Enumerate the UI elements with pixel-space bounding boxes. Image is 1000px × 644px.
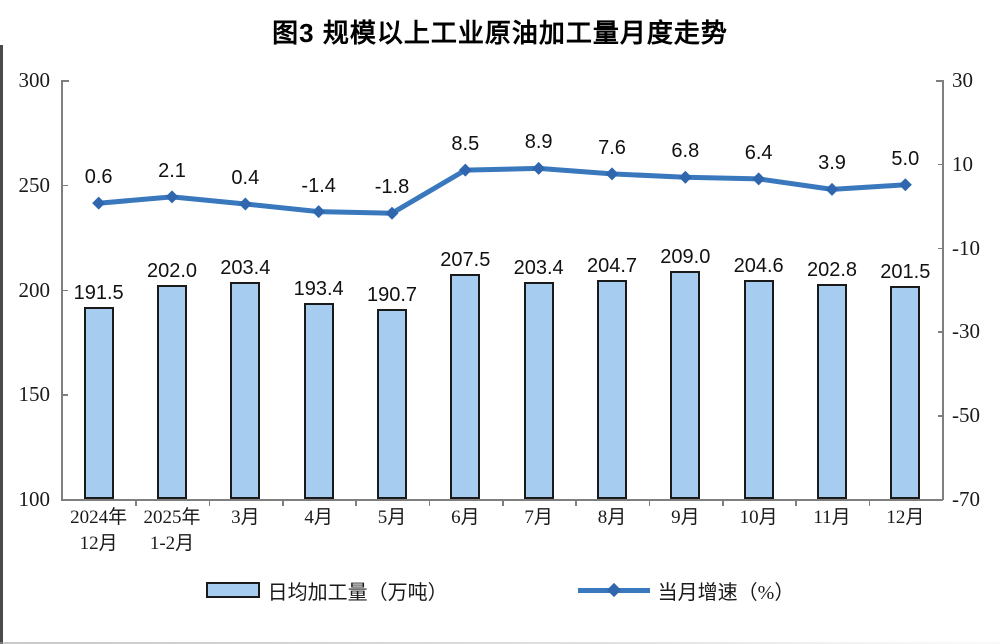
bar-value-label: 190.7 [366, 283, 418, 306]
bar [377, 308, 407, 499]
bar [157, 285, 187, 499]
bar [303, 303, 334, 499]
line-value-label: 5.0 [891, 147, 920, 170]
bar-value-label: 207.5 [440, 248, 491, 271]
bar-value-label: 203.4 [513, 257, 564, 280]
bar-series-swatch-icon [205, 582, 260, 598]
right-axis-tick [938, 247, 944, 250]
x-axis-tick [502, 500, 504, 506]
legend-label-bar: 日均加工量（万吨） [267, 581, 448, 604]
legend-item-line: 当月增速（%） [577, 576, 795, 605]
left-axis-top-tick [62, 80, 69, 82]
x-axis-tick [795, 500, 797, 506]
diamond-marker-icon [606, 582, 621, 597]
bar [450, 273, 481, 499]
line-value-label: 6.4 [744, 141, 773, 164]
left-axis-tick-label: 300 [18, 68, 51, 92]
bar-value-label: 201.5 [880, 261, 931, 284]
x-axis-tick [282, 500, 284, 506]
line-series-swatch-icon [577, 582, 650, 597]
right-axis-tick-label: -50 [952, 403, 980, 428]
x-axis-tick [208, 500, 211, 506]
bar-value-label: 209.0 [660, 245, 711, 268]
legend: 日均加工量（万吨） 当月增速（%） [0, 574, 1000, 606]
legend-label-line: 当月增速（%） [657, 581, 795, 604]
x-category-label: 4月 [304, 507, 333, 528]
x-category-label: 7月 [524, 507, 553, 528]
right-axis-tick-label: 10 [952, 151, 973, 176]
line-value-label: -1.8 [374, 176, 410, 199]
bar [523, 282, 554, 499]
x-category-label: 6月 [451, 507, 480, 528]
x-category-label: 5月 [377, 507, 407, 528]
cropped-text-remnant [0, 641, 1000, 644]
bar-value-label: 202.8 [806, 258, 858, 281]
bar [230, 282, 261, 499]
x-axis-tick [428, 500, 431, 506]
left-axis-tick-label: 250 [18, 172, 51, 197]
left-axis-tick [62, 394, 68, 396]
right-axis-top-tick [936, 80, 943, 82]
bar [670, 270, 701, 499]
left-axis-tick-label: 150 [18, 382, 51, 407]
x-axis-tick [135, 500, 137, 506]
bar-value-label: 204.6 [733, 254, 784, 277]
line-value-label: 6.8 [671, 140, 700, 163]
legend-item-bar: 日均加工量（万吨） [205, 576, 448, 605]
x-axis-tick [355, 500, 357, 506]
left-axis-tick-label: 200 [18, 277, 51, 302]
bar-value-label: 191.5 [73, 282, 124, 305]
page-left-border [0, 45, 3, 644]
x-axis-tick [868, 500, 871, 506]
x-category-label: 8月 [597, 507, 627, 528]
bar [83, 307, 114, 499]
right-axis-tick-label: -30 [952, 319, 980, 344]
x-axis-tick [648, 500, 651, 506]
line-value-label: 8.9 [524, 131, 553, 154]
x-category-label: 2024年 12月 [70, 507, 128, 554]
bar [597, 279, 627, 499]
bar [817, 283, 847, 499]
x-axis-tick [575, 500, 577, 506]
bar [890, 286, 921, 499]
left-axis-tick [62, 289, 68, 291]
line-value-label: 7.6 [598, 136, 626, 159]
x-axis-tick [722, 500, 724, 506]
x-category-label: 3月 [231, 507, 260, 528]
right-axis-tick [938, 415, 944, 417]
x-category-label: 10月 [739, 507, 778, 528]
y-axis-right [942, 80, 944, 500]
right-axis-tick [938, 163, 944, 166]
bar-value-label: 204.7 [586, 254, 638, 277]
x-category-label: 11月 [813, 507, 851, 528]
x-axis [61, 499, 943, 501]
bar-value-label: 202.0 [146, 260, 198, 283]
x-category-label: 12月 [886, 507, 925, 528]
right-axis-tick-label: 30 [952, 68, 973, 92]
chart-title: 图3 规模以上工业原油加工量月度走势 [272, 18, 728, 48]
x-category-label: 2025年 1-2月 [143, 507, 201, 554]
bar-value-label: 203.4 [220, 257, 271, 280]
right-axis-tick-label: -10 [952, 235, 980, 260]
left-axis-tick [62, 184, 68, 187]
left-axis-tick-label: 100 [18, 487, 51, 511]
bar-value-label: 193.4 [293, 278, 344, 301]
x-category-label: 9月 [671, 507, 700, 528]
right-axis-tick [938, 331, 944, 333]
line-value-label: 8.5 [451, 133, 480, 156]
bar [743, 279, 774, 499]
right-axis-tick-label: -70 [952, 487, 980, 511]
y-axis-left [61, 80, 63, 500]
